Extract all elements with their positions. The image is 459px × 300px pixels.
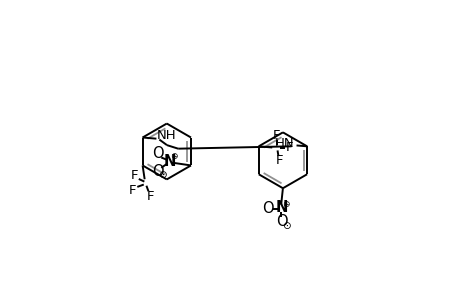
Text: NH: NH [156, 129, 176, 142]
Text: ⊕: ⊕ [281, 200, 289, 208]
Text: O: O [151, 164, 163, 179]
Text: O: O [151, 146, 163, 161]
Text: ⊙: ⊙ [281, 220, 290, 231]
Text: F: F [273, 129, 280, 142]
Text: F: F [128, 184, 136, 197]
Text: F: F [285, 141, 293, 154]
Text: ⊕: ⊕ [170, 152, 177, 161]
Text: O: O [261, 201, 273, 216]
Text: N: N [274, 200, 287, 215]
Text: F: F [130, 169, 138, 182]
Text: F: F [146, 190, 154, 203]
Text: HN: HN [274, 137, 293, 150]
Text: F: F [274, 154, 282, 167]
Text: O: O [275, 214, 286, 229]
Text: ⊙: ⊙ [157, 170, 166, 180]
Text: N: N [163, 154, 175, 169]
